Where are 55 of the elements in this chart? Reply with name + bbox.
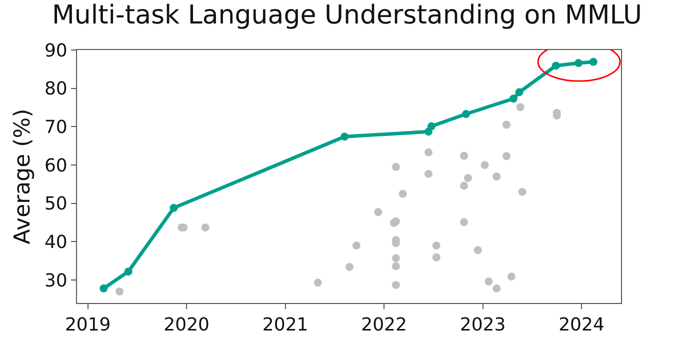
point	[507, 272, 516, 281]
point	[502, 120, 510, 129]
y-tick-label: 80	[44, 78, 68, 100]
point	[509, 94, 518, 103]
chart-title: Multi-task Language Understanding on MMLU	[52, 0, 642, 30]
point	[432, 242, 440, 250]
y-tick-label: 50	[44, 194, 68, 215]
point	[480, 161, 489, 169]
point	[398, 190, 407, 198]
point	[460, 152, 468, 160]
point	[492, 172, 501, 180]
point	[552, 62, 560, 70]
x-tick-label: 2024	[558, 314, 604, 336]
point	[374, 208, 382, 216]
point	[345, 262, 354, 271]
point	[424, 170, 432, 178]
x-tick-label: 2019	[64, 314, 111, 336]
point	[432, 253, 440, 262]
point	[462, 110, 470, 118]
point	[589, 58, 598, 66]
point	[392, 262, 400, 270]
point	[516, 103, 524, 112]
point	[314, 278, 322, 287]
point	[424, 148, 432, 156]
x-tick-label: 2022	[361, 314, 407, 336]
y-axis-title: Average (%)	[10, 108, 36, 244]
point	[392, 254, 400, 262]
point	[464, 174, 472, 182]
point	[100, 284, 108, 292]
y-tick-label: 70	[44, 116, 68, 138]
point	[124, 268, 132, 276]
point	[460, 218, 468, 226]
point	[201, 223, 210, 232]
point	[392, 162, 400, 171]
y-tick-label: 40	[44, 232, 68, 253]
point	[340, 132, 349, 141]
point	[115, 288, 124, 296]
point	[518, 188, 526, 196]
y-tick-label: 30	[44, 270, 68, 292]
y-tick-label: 60	[44, 155, 68, 176]
point	[427, 122, 436, 130]
x-tick-label: 2021	[262, 314, 308, 336]
point	[502, 152, 510, 160]
point	[484, 278, 493, 286]
point	[352, 242, 360, 250]
x-tick-label: 2023	[460, 314, 506, 336]
y-tick-label: 90	[44, 40, 68, 62]
point	[392, 280, 400, 289]
point	[515, 88, 524, 96]
point	[170, 204, 178, 212]
point	[492, 284, 501, 292]
x-tick-label: 2020	[164, 314, 210, 336]
point	[474, 246, 482, 254]
point	[460, 182, 468, 190]
point	[574, 59, 583, 68]
